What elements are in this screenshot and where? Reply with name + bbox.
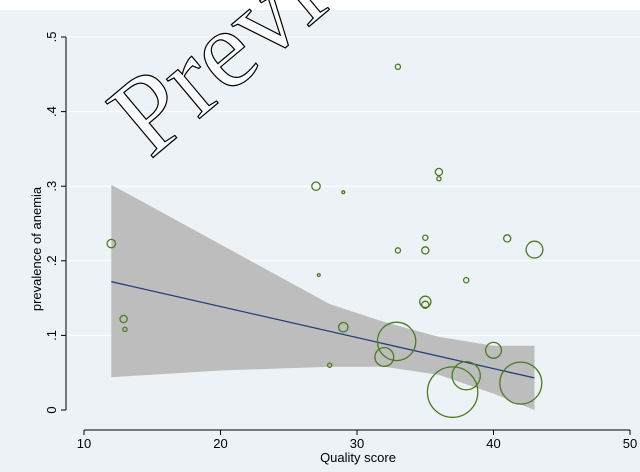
y-tick-label: 0 [44, 406, 59, 413]
data-point [394, 247, 402, 254]
x-tick-label: 30 [350, 436, 364, 451]
data-point [451, 360, 481, 391]
data-point [462, 276, 470, 284]
data-point [106, 238, 117, 249]
data-point [374, 346, 395, 368]
x-tick-label: 20 [213, 436, 227, 451]
data-point [419, 295, 432, 309]
data-point [326, 362, 333, 368]
data-point [499, 361, 543, 405]
x-axis-title: Quality score [320, 450, 396, 465]
x-tick-label: 10 [77, 436, 91, 451]
y-tick-label: .1 [44, 330, 59, 341]
axes: 0 .1 .2 .3 .4 .5 10 20 30 40 50 [44, 32, 637, 451]
data-point [119, 314, 128, 324]
data-point [122, 326, 128, 333]
y-tick-label: .5 [44, 32, 59, 43]
data-point [394, 63, 402, 71]
data-point [422, 234, 429, 241]
data-point [436, 175, 442, 182]
data-point [421, 246, 430, 255]
data-point [341, 190, 346, 195]
data-point [421, 300, 430, 310]
data-point [376, 321, 417, 362]
y-axis-title: prevalence of anemia [29, 186, 44, 311]
y-tick-label: .4 [44, 106, 59, 117]
x-tick-label: 40 [486, 436, 500, 451]
data-points [106, 63, 544, 418]
data-point [311, 181, 321, 192]
data-point [525, 240, 544, 259]
data-point [337, 321, 349, 333]
x-tick-label: 50 [623, 436, 637, 451]
y-tick-label: .2 [44, 255, 59, 266]
data-point [426, 366, 479, 418]
data-point [434, 167, 444, 177]
data-point [316, 272, 321, 278]
data-point [502, 234, 512, 243]
y-tick-label: .3 [44, 181, 59, 192]
data-point [484, 341, 503, 359]
